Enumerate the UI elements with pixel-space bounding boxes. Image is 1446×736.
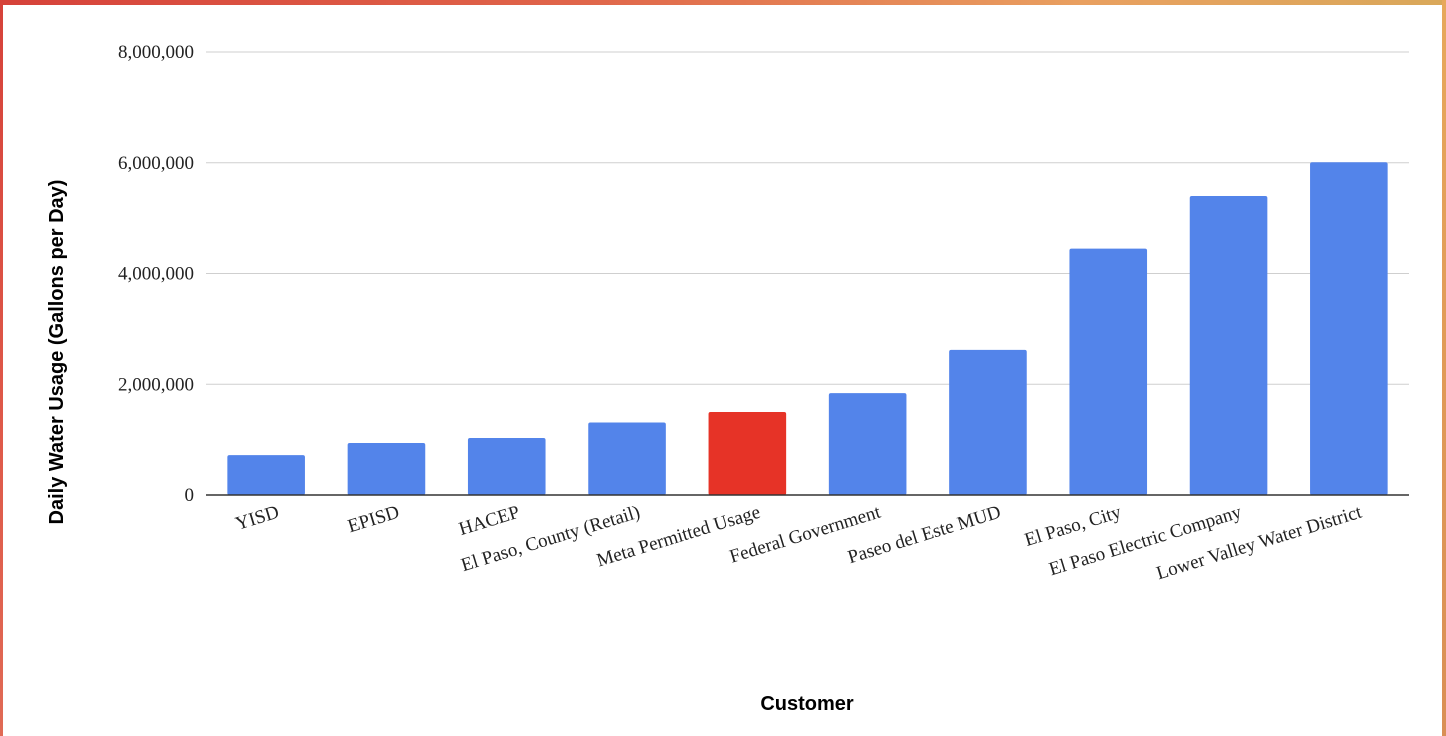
right-border	[1442, 0, 1446, 736]
bars	[227, 162, 1388, 496]
bar-lower-valley-water-district	[1310, 162, 1388, 496]
bar-paseo-del-este-mud	[949, 349, 1027, 495]
bar-hacep	[467, 437, 546, 495]
x-axis-title: Customer	[760, 693, 854, 715]
y-tick-label: 0	[185, 485, 195, 506]
y-tick-label: 6,000,000	[118, 153, 194, 174]
bar-meta-permitted-usage	[708, 411, 787, 495]
bar-el-paso-city	[1069, 248, 1148, 495]
bar-federal-government	[828, 393, 907, 495]
x-category-label: Lower Valley Water District	[1154, 501, 1365, 584]
bar-episd	[347, 442, 426, 495]
left-border	[0, 0, 3, 736]
y-axis-tick-labels: 0 2,000,000 4,000,000 6,000,000 8,000,000	[118, 42, 194, 506]
bar-el-paso-electric-company	[1189, 195, 1268, 495]
y-tick-label: 8,000,000	[118, 42, 194, 63]
y-tick-label: 2,000,000	[118, 374, 194, 395]
y-tick-label: 4,000,000	[118, 264, 194, 285]
bar-yisd	[227, 455, 305, 495]
x-category-label: EPISD	[345, 502, 402, 538]
top-border	[0, 0, 1446, 5]
x-category-label: YISD	[233, 502, 282, 535]
bar-el-paso-county-retail	[588, 422, 666, 495]
y-axis-title: Daily Water Usage (Gallons per Day)	[46, 180, 68, 525]
x-category-label: HACEP	[456, 502, 522, 540]
